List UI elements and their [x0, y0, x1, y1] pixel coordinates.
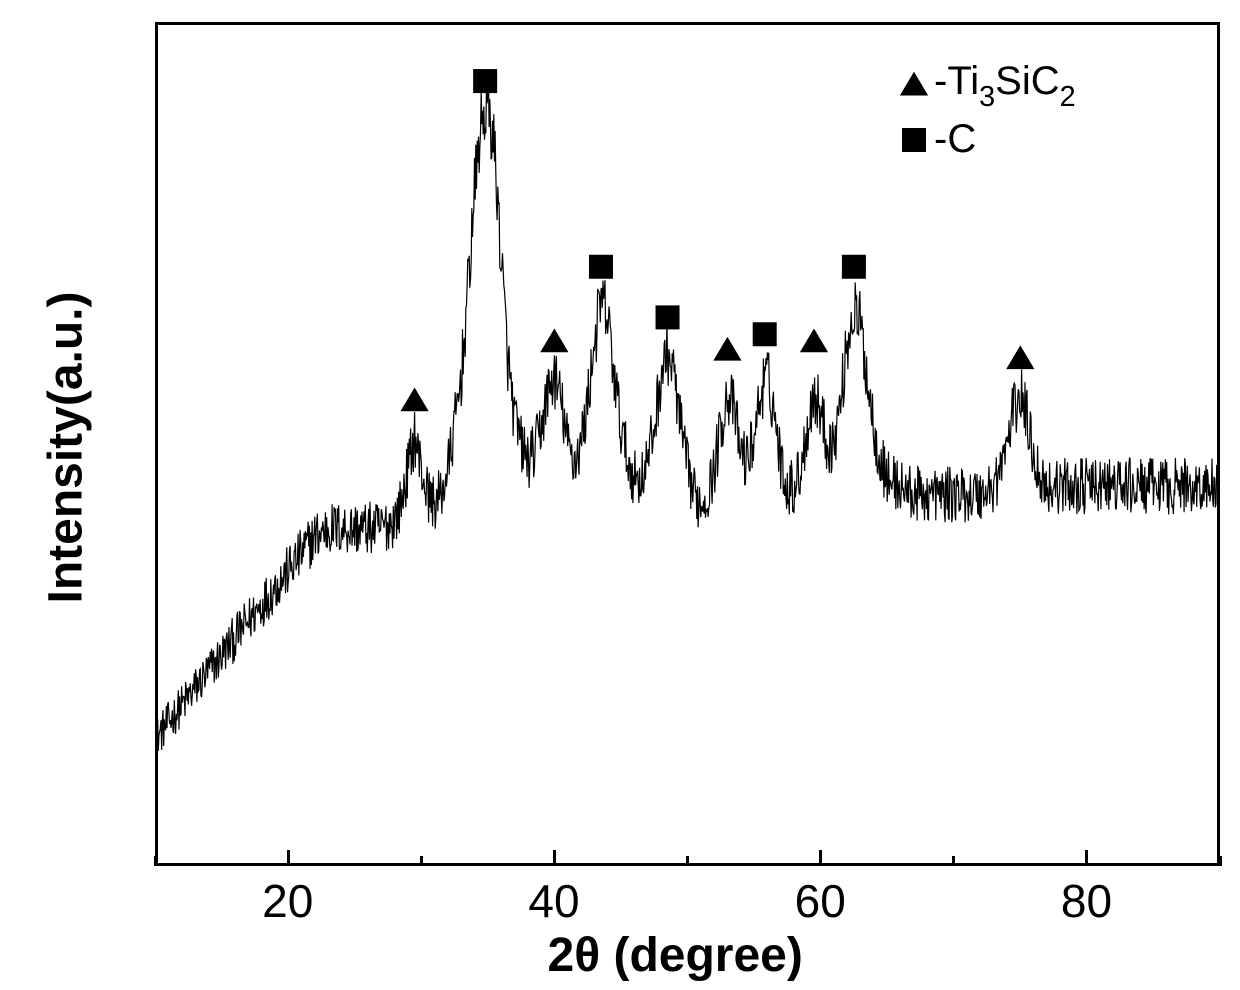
- legend-item: -C: [900, 112, 1076, 166]
- x-tick: [686, 856, 689, 866]
- legend-item: -Ti3SiC2: [900, 58, 1076, 112]
- x-tick: [952, 856, 955, 866]
- x-tick: [154, 856, 157, 866]
- x-tick-label: 20: [262, 874, 313, 928]
- x-tick: [287, 850, 290, 866]
- xrd-figure: Intensity(a.u.) 2θ (degree) -Ti3SiC2 -C 2…: [0, 0, 1240, 990]
- x-tick: [1219, 856, 1222, 866]
- triangle-icon: [900, 71, 928, 99]
- x-tick: [553, 850, 556, 866]
- x-tick: [1085, 850, 1088, 866]
- x-tick: [819, 850, 822, 866]
- x-tick: [420, 856, 423, 866]
- x-tick-label: 60: [795, 874, 846, 928]
- x-tick-label: 40: [528, 874, 579, 928]
- square-icon: [900, 125, 928, 153]
- y-axis-label: Intensity(a.u.): [39, 291, 94, 603]
- legend-label: -C: [934, 117, 976, 162]
- legend-label: -Ti3SiC2: [934, 59, 1076, 111]
- x-axis-label: 2θ (degree): [548, 928, 803, 983]
- legend: -Ti3SiC2 -C: [900, 58, 1076, 166]
- x-tick-label: 80: [1061, 874, 1112, 928]
